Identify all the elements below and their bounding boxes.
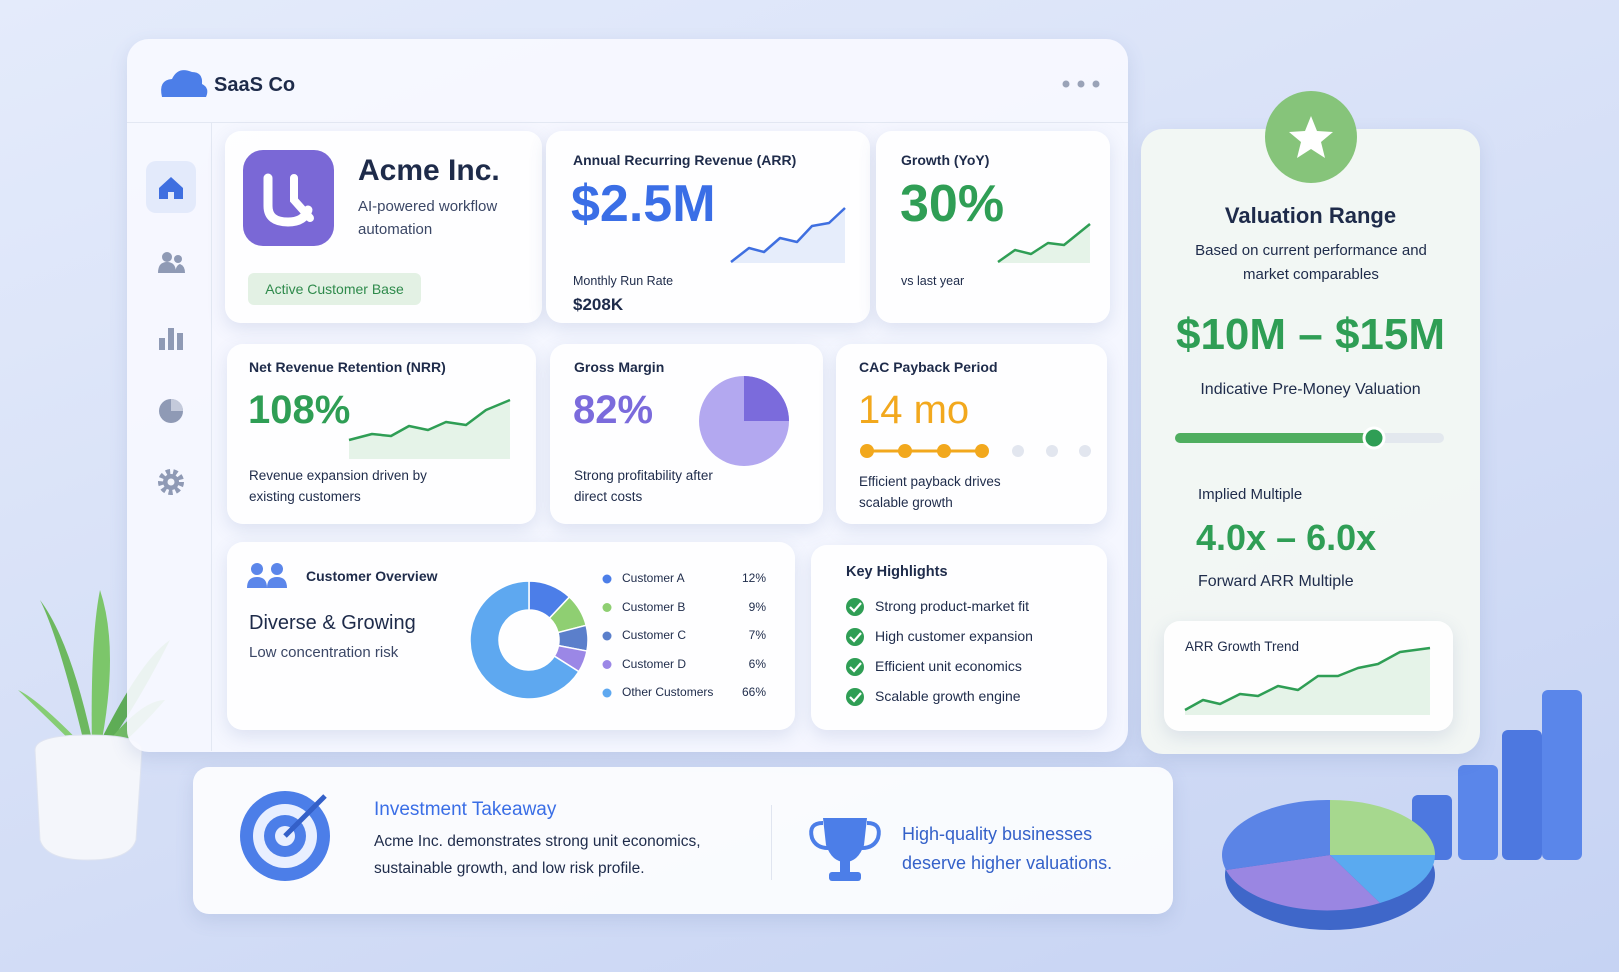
card-title: Customer Overview xyxy=(306,568,438,584)
takeaway-text: Acme Inc. demonstrates strong unit econo… xyxy=(374,833,701,877)
card-title: Key Highlights xyxy=(846,564,948,580)
legend-swatch xyxy=(602,574,612,584)
check-mark xyxy=(849,692,862,703)
nav-analytics[interactable] xyxy=(159,328,183,350)
card-title: Annual Recurring Revenue (ARR) xyxy=(573,152,797,168)
legend-label: Customer B xyxy=(622,599,686,614)
gross-margin-value: 82% xyxy=(573,388,654,432)
company-tagline: AI-powered workflow automation xyxy=(358,198,498,238)
legend-label: Customer A xyxy=(622,571,685,585)
gross-margin-pie xyxy=(699,376,789,466)
menu-dot[interactable] xyxy=(1062,80,1070,88)
check-mark xyxy=(849,632,862,643)
check-icon xyxy=(846,598,864,616)
takeaway-quote: High-quality businesses deserve higher v… xyxy=(902,824,1113,873)
highlight-item: High customer expansion xyxy=(875,628,1033,644)
valuation-slider xyxy=(1175,426,1444,450)
legend-value: 12% xyxy=(741,571,766,585)
decor-3d-chart xyxy=(1222,690,1582,930)
takeaway-divider xyxy=(771,805,772,880)
run-rate-value: $208K xyxy=(573,295,624,314)
cac-progress xyxy=(860,444,1091,458)
growth-note: vs last year xyxy=(901,274,965,288)
sidebar-divider xyxy=(211,123,212,751)
check-icon xyxy=(846,688,864,706)
customer-heading: Diverse & Growing xyxy=(249,612,416,634)
highlight-item: Strong product-market fit xyxy=(875,598,1030,614)
nav-reports[interactable] xyxy=(159,399,183,423)
legend-swatch xyxy=(602,660,612,669)
target-icon xyxy=(240,791,330,881)
legend-label: Customer C xyxy=(622,628,687,642)
check-mark xyxy=(849,602,862,613)
donut-segment xyxy=(469,580,580,700)
card-title: Gross Margin xyxy=(574,359,665,375)
run-rate-label: Monthly Run Rate xyxy=(573,274,674,288)
multiple-note: Forward ARR Multiple xyxy=(1198,573,1354,590)
arr-value: $2.5M xyxy=(571,175,716,233)
menu-dot[interactable] xyxy=(1092,80,1100,88)
legend-value: 9% xyxy=(748,599,766,614)
cac-value: 14 mo xyxy=(858,388,970,432)
valuation-range: $10M – $15M xyxy=(1175,310,1446,359)
star-badge xyxy=(1265,91,1357,183)
growth-card xyxy=(876,131,1110,323)
multiple-value: 4.0x – 6.0x xyxy=(1196,517,1377,558)
customer-card xyxy=(227,542,795,730)
nav-users[interactable] xyxy=(158,252,185,273)
highlight-item: Efficient unit economics xyxy=(875,658,1022,674)
nav-home[interactable] xyxy=(159,177,183,199)
nrr-value: 108% xyxy=(248,388,351,432)
card-title: Growth (YoY) xyxy=(901,152,990,168)
growth-value: 30% xyxy=(900,175,1005,233)
legend-label: Customer D xyxy=(622,656,687,671)
valuation-title: Valuation Range xyxy=(1224,203,1397,228)
multiple-label: Implied Multiple xyxy=(1198,486,1303,503)
company-name: Acme Inc. xyxy=(358,154,500,187)
legend-swatch xyxy=(602,603,612,612)
highlight-item: Scalable growth engine xyxy=(875,688,1021,704)
takeaway-card xyxy=(193,767,1173,914)
check-icon xyxy=(846,628,864,646)
menu-dot[interactable] xyxy=(1077,80,1085,88)
gross-margin-note: Strong profitability after direct costs xyxy=(574,468,713,504)
trend-title: ARR Growth Trend xyxy=(1185,639,1300,654)
logo-cloud xyxy=(161,70,208,97)
app-name: SaaS Co xyxy=(214,74,296,96)
legend-swatch xyxy=(602,631,612,641)
nav-settings[interactable] xyxy=(158,469,184,495)
sparklines xyxy=(348,207,1431,715)
trophy-icon xyxy=(809,818,881,881)
cac-card xyxy=(836,344,1107,524)
header-divider xyxy=(127,122,1128,123)
card-title: CAC Payback Period xyxy=(859,359,998,375)
card-title: Net Revenue Retention (NRR) xyxy=(249,359,446,375)
valuation-range-label: Indicative Pre-Money Valuation xyxy=(1200,381,1421,398)
legend-value: 7% xyxy=(748,628,766,642)
cac-note: Efficient payback drives scalable growth xyxy=(859,474,1001,510)
legend-value: 66% xyxy=(741,685,766,699)
nrr-note: Revenue expansion driven by existing cus… xyxy=(249,468,427,504)
legend-value: 6% xyxy=(748,656,766,671)
status-badge: Active Customer Base xyxy=(248,273,421,305)
valuation-subtitle: Based on current performance and market … xyxy=(1195,242,1427,283)
check-icon xyxy=(846,658,864,676)
customer-subheading: Low concentration risk xyxy=(249,644,399,661)
legend-swatch xyxy=(602,688,612,698)
check-mark xyxy=(849,662,862,673)
legend-label: Other Customers xyxy=(622,685,714,699)
takeaway-title: Investment Takeaway xyxy=(374,799,557,820)
